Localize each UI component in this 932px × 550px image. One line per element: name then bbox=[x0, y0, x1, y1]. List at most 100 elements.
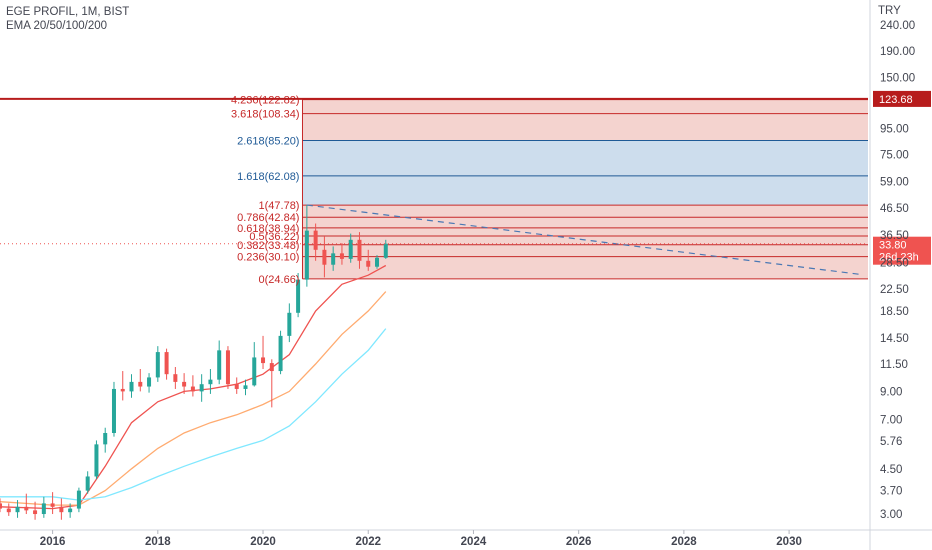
fib-level-label: 0.5(36.22) bbox=[249, 231, 299, 243]
indicator-label[interactable]: EMA 20/50/100/200 bbox=[6, 20, 108, 32]
trendline-layer bbox=[306, 204, 860, 275]
candle-body bbox=[208, 379, 213, 385]
candle-body bbox=[375, 257, 380, 267]
candle-body bbox=[322, 249, 327, 265]
y-tick-label: 95.00 bbox=[880, 123, 909, 135]
candle-body bbox=[155, 352, 160, 378]
candle-body bbox=[50, 503, 55, 507]
candles bbox=[0, 205, 388, 520]
currency-label: TRY bbox=[878, 5, 901, 17]
y-tick-label: 18.50 bbox=[880, 306, 909, 318]
fib-level-label: 1(47.78) bbox=[259, 200, 300, 212]
y-tick-label: 9.00 bbox=[880, 386, 902, 398]
x-tick-label: 2018 bbox=[145, 536, 171, 548]
candle-body bbox=[304, 230, 309, 280]
candle-body bbox=[339, 253, 344, 259]
candle-body bbox=[138, 381, 143, 387]
candle-body bbox=[129, 381, 134, 392]
candle-body bbox=[0, 503, 2, 509]
x-tick-label: 2030 bbox=[776, 536, 802, 548]
candle-body bbox=[217, 350, 222, 380]
x-tick-label: 2028 bbox=[671, 536, 697, 548]
fib-level-label: 1.618(62.08) bbox=[237, 171, 299, 183]
candle-body bbox=[6, 508, 11, 513]
y-tick-label: 14.50 bbox=[880, 333, 909, 345]
fib-level-labels: 4.236(122.82) 3.618(108.34) 2.618(85.20) 1.… bbox=[231, 95, 300, 286]
fib-level-label: 3.618(108.34) bbox=[231, 109, 300, 121]
candle-body bbox=[383, 243, 388, 258]
fib-band bbox=[302, 113, 868, 141]
fib-band bbox=[302, 217, 868, 228]
fib-band bbox=[302, 256, 868, 279]
candle-body bbox=[296, 279, 301, 313]
candle-body bbox=[94, 444, 99, 477]
candle-body bbox=[41, 503, 46, 515]
y-tick-label: 150.00 bbox=[880, 72, 915, 84]
candle-body bbox=[331, 253, 336, 265]
candle-body bbox=[120, 388, 125, 392]
fib-level-label: 0.786(42.84) bbox=[237, 212, 299, 224]
y-tick-label: 190.00 bbox=[880, 46, 915, 58]
y-tick-label: 75.00 bbox=[880, 150, 909, 162]
fib-level-lines bbox=[301, 99, 868, 280]
candle-body bbox=[68, 508, 73, 513]
y-tick-label: 36.50 bbox=[880, 230, 909, 242]
y-tick-label: 22.50 bbox=[880, 284, 909, 296]
candle-body bbox=[164, 352, 169, 375]
candle-body bbox=[278, 335, 283, 372]
fib-band bbox=[302, 175, 868, 206]
y-tick-label: 3.00 bbox=[880, 509, 902, 521]
y-tick-label: 59.00 bbox=[880, 177, 909, 189]
candle-body bbox=[190, 386, 195, 392]
candle-body bbox=[173, 374, 178, 382]
candle-body bbox=[182, 381, 187, 387]
y-tick-label: 11.50 bbox=[880, 359, 908, 371]
candle-body bbox=[15, 506, 20, 513]
candle-body bbox=[147, 377, 152, 387]
candle-body bbox=[287, 312, 292, 336]
candle-body bbox=[348, 239, 353, 259]
candle-body bbox=[33, 510, 38, 515]
trendline bbox=[306, 204, 860, 275]
x-tick-label: 2026 bbox=[566, 536, 592, 548]
fib-level-label: 0.236(30.10) bbox=[237, 252, 299, 264]
symbol-title: EGE PROFIL, 1M, BIST bbox=[6, 6, 130, 18]
last-price-countdown: 26d 23h bbox=[879, 252, 919, 264]
fib-band bbox=[302, 244, 868, 257]
fib-band bbox=[302, 227, 868, 236]
x-tick-label: 2022 bbox=[355, 536, 381, 548]
candle-body bbox=[357, 239, 362, 261]
candle-body bbox=[76, 490, 81, 509]
fib-level-label: 0.618(38.94) bbox=[237, 223, 299, 235]
candle-body bbox=[313, 230, 318, 250]
candle-body bbox=[261, 357, 266, 364]
candle-body bbox=[111, 388, 116, 433]
y-tick-label: 28.50 bbox=[880, 258, 909, 270]
y-tick-label: 46.50 bbox=[880, 203, 909, 215]
x-tick-label: 2016 bbox=[40, 536, 66, 548]
fib-band bbox=[302, 99, 868, 114]
fib-level-label: 4.236(122.82) bbox=[231, 95, 300, 107]
horizontal-line-price-tag bbox=[873, 90, 931, 107]
fib-level-label: 0(24.66) bbox=[259, 274, 300, 286]
candle-body bbox=[59, 506, 64, 513]
candle-body bbox=[103, 432, 108, 445]
candle-body bbox=[366, 260, 371, 267]
last-price-tag bbox=[873, 236, 931, 265]
ema-line bbox=[0, 291, 387, 506]
y-tick-label: 240.00 bbox=[880, 20, 915, 32]
candle-body bbox=[225, 350, 230, 385]
y-tick-label: 4.50 bbox=[880, 464, 902, 476]
candle-body bbox=[234, 384, 239, 389]
candle-body bbox=[199, 384, 204, 392]
y-tick-label: 3.70 bbox=[880, 486, 902, 498]
fib-level-label: 2.618(85.20) bbox=[237, 136, 299, 148]
fib-band bbox=[302, 205, 868, 218]
ema-line bbox=[0, 328, 387, 501]
candle-body bbox=[243, 385, 248, 389]
y-tick-label: 5.76 bbox=[880, 436, 902, 448]
fib-band bbox=[302, 140, 868, 176]
